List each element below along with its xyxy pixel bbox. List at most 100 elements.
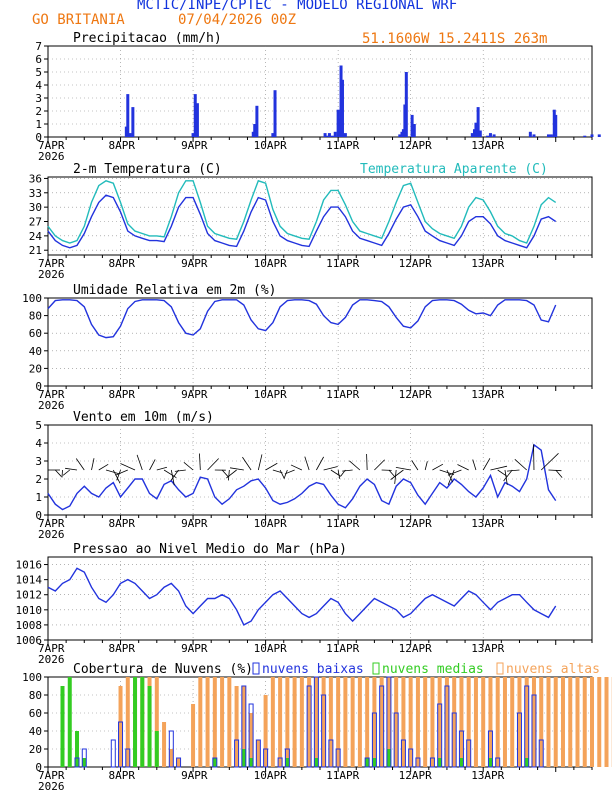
apparent-temp-line [47, 179, 557, 244]
ytick-label: 6 [35, 53, 42, 66]
ytick-label: 1008 [16, 619, 43, 632]
cloud-bar [314, 677, 319, 767]
panel-frame [47, 176, 593, 256]
wind-arrow [226, 469, 237, 479]
wind-arrow [228, 469, 230, 481]
wind-arrow [156, 466, 168, 471]
day-label: 10APR [254, 769, 287, 782]
day-label: 9APR [181, 769, 208, 782]
day-label: 12APR [399, 257, 432, 270]
year-label: 2026 [38, 653, 65, 666]
day-label: 13APR [471, 769, 504, 782]
cloud-bar [118, 686, 123, 767]
cloud-bar [220, 677, 225, 767]
cloud-bar [212, 758, 217, 767]
ytick-label: 40 [29, 725, 42, 738]
wind-arrow [290, 464, 303, 471]
ytick-label: 0 [35, 131, 42, 144]
day-label: 9APR [181, 257, 208, 270]
wind-arrow [366, 453, 368, 471]
day-label: 8APR [109, 769, 136, 782]
year-label: 2026 [38, 399, 65, 412]
ytick-label: 36 [29, 172, 42, 185]
cloud-bar [364, 757, 370, 768]
cloud-bar [75, 731, 80, 767]
cloud-bar [234, 686, 239, 767]
year-label: 2026 [38, 528, 65, 541]
ytick-label: 30 [29, 201, 42, 214]
cloud-bar [299, 677, 304, 767]
cloud-bar [459, 677, 464, 767]
cloud-bar [386, 677, 391, 767]
ytick-label: 100 [22, 292, 42, 305]
precip-bar [340, 79, 344, 137]
ytick-label: 1010 [16, 604, 43, 617]
day-label: 7APR [38, 257, 65, 270]
cloud-bar [546, 677, 551, 767]
precip-bar [126, 94, 130, 137]
cloud-bar [110, 739, 116, 768]
day-label: 12APR [399, 139, 432, 152]
day-label: 13APR [471, 139, 504, 152]
cloud-bar [357, 677, 362, 767]
wind-arrow [514, 458, 527, 471]
cloud-bar [285, 677, 290, 767]
wind-arrow [555, 469, 563, 478]
temp-line [47, 194, 557, 249]
day-label: 11APR [326, 517, 359, 530]
precip-bar [597, 134, 601, 137]
year-label: 2026 [38, 780, 65, 792]
cloud-bar [437, 758, 442, 767]
cloud-bar [212, 757, 218, 768]
day-label: 9APR [181, 642, 208, 655]
precip-bar [131, 107, 135, 137]
day-label: 10APR [254, 257, 287, 270]
day-label: 13APR [471, 388, 504, 401]
cloud-bar [313, 676, 319, 768]
ytick-label: 40 [29, 345, 42, 358]
cloud-bar [140, 677, 145, 767]
wind-arrow [61, 469, 63, 478]
wind-arrow [199, 453, 201, 471]
day-label: 13APR [471, 517, 504, 530]
precip-bar [253, 124, 257, 137]
ytick-label: 24 [29, 230, 43, 243]
cloud-bar [582, 677, 587, 767]
cloud-bar [437, 677, 442, 767]
day-label: 10APR [254, 139, 287, 152]
cloud-bar [168, 730, 174, 768]
cloud-bar [212, 677, 217, 767]
wind-arrow [272, 469, 283, 474]
cloud-bar [256, 740, 261, 767]
cloud-bar [466, 677, 471, 767]
ytick-label: 60 [29, 327, 42, 340]
wind-arrow [506, 469, 520, 472]
cloud-bar [452, 677, 457, 767]
cloud-bar [227, 677, 232, 767]
precip-bar [410, 114, 414, 137]
cloud-bar [408, 748, 414, 768]
wind-arrow [446, 469, 454, 483]
precip-bar [193, 94, 197, 137]
header-title: MCTIC/INPE/CPTEC - MODELO REGIONAL WRF [137, 0, 458, 13]
precip-bar [273, 90, 277, 137]
cloud-bar [495, 677, 500, 767]
cloud-bar [365, 677, 370, 767]
cloud-bar [517, 677, 522, 767]
wind-arrow [163, 469, 177, 479]
precip-bar [412, 124, 416, 137]
day-label: 12APR [399, 388, 432, 401]
ytick-label: 1006 [16, 634, 43, 647]
day-label: 7APR [38, 642, 65, 655]
ytick-label: 100 [22, 671, 42, 684]
day-label: 12APR [399, 642, 432, 655]
legend-swatch [496, 662, 504, 675]
day-label: 9APR [181, 517, 208, 530]
wind-arrow [374, 459, 385, 471]
cloud-bar [502, 677, 507, 767]
wind-arrow [497, 469, 508, 477]
cloud-bar [248, 703, 254, 768]
cloud-bar [451, 712, 457, 768]
precip-bar [325, 135, 329, 137]
